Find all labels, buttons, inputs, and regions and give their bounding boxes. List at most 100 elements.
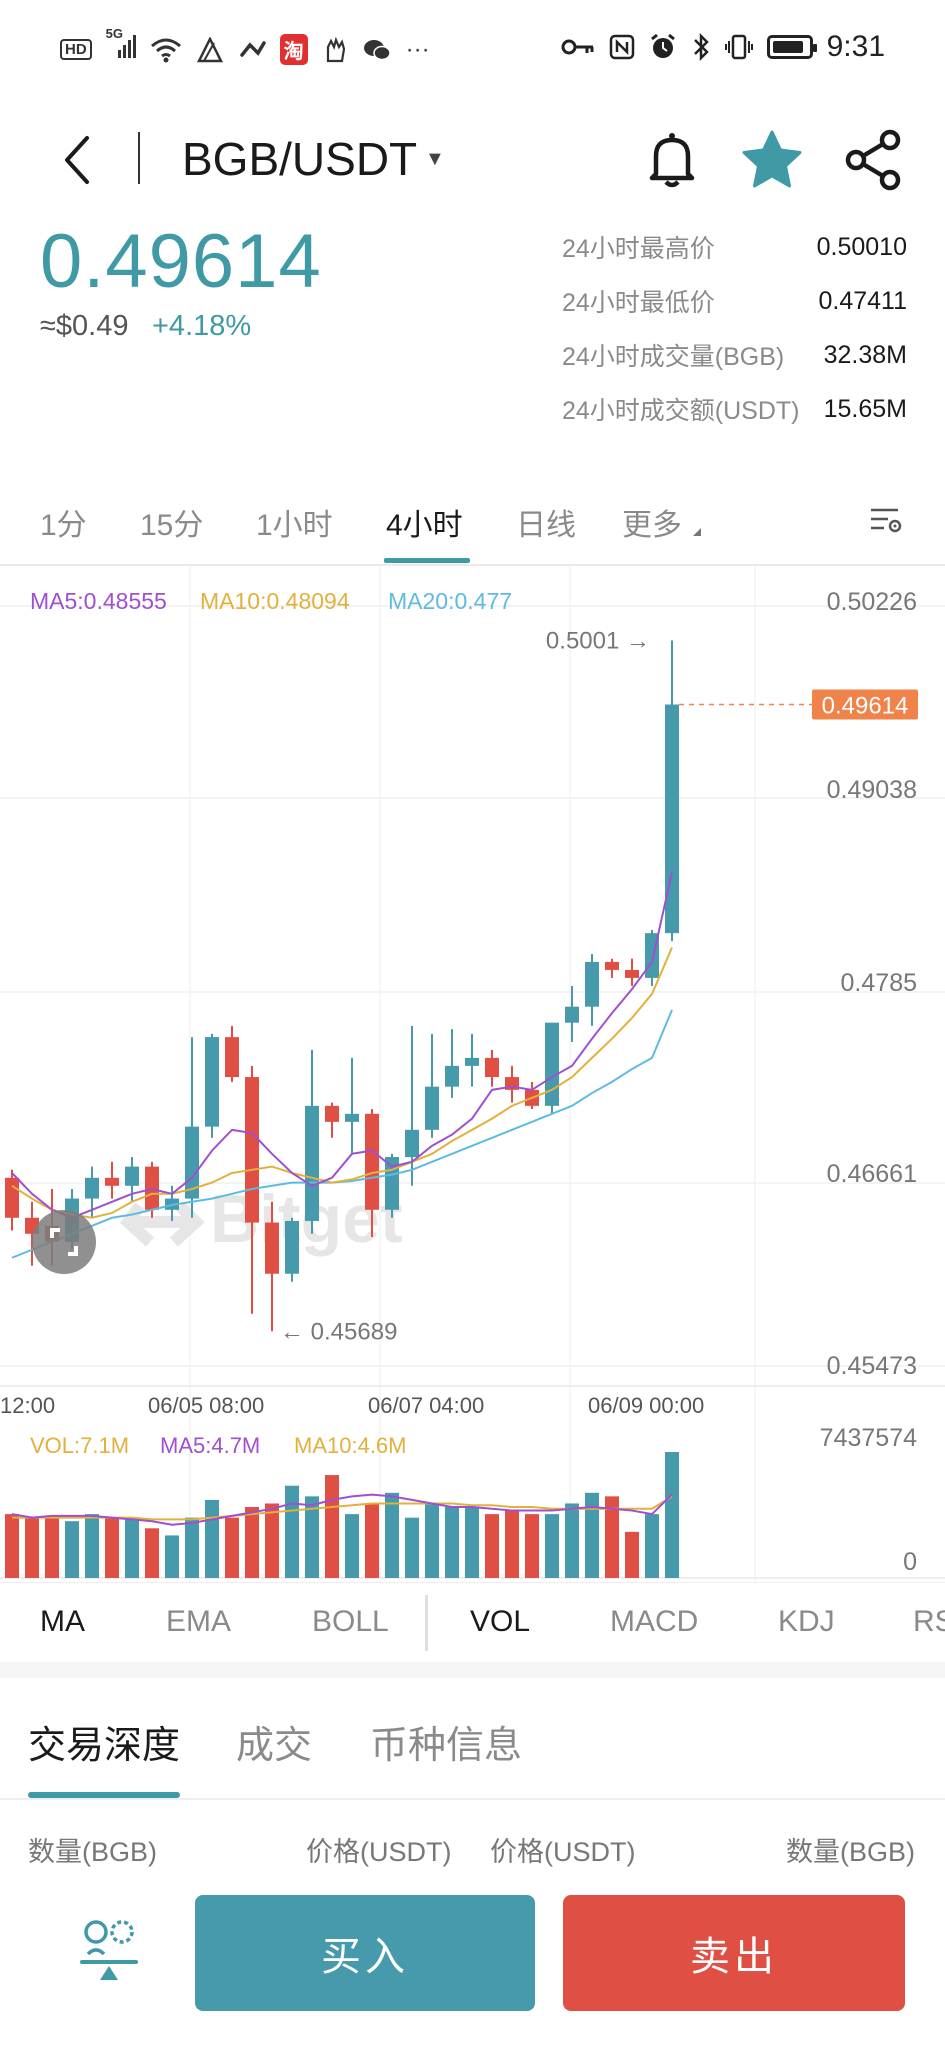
share-icon[interactable]: [842, 128, 906, 192]
candle-body: [405, 1129, 419, 1158]
bluetooth-icon: [693, 33, 709, 61]
hd-badge: HD: [60, 39, 92, 60]
stat-value: 15.65M: [823, 394, 907, 423]
candle-body: [265, 1222, 279, 1274]
volume-bar: [445, 1507, 459, 1578]
volume-bar: [225, 1517, 239, 1578]
price-tick: 0.49038: [826, 776, 917, 804]
ind-ema[interactable]: EMA: [166, 1605, 232, 1638]
ma5-line: [11, 872, 673, 1219]
signal-icon: 5G: [106, 26, 136, 65]
wifi-icon: [150, 38, 181, 62]
volume-bar: [665, 1451, 679, 1578]
volume-bar: [345, 1514, 359, 1578]
stat-low: 24小时最低价 0.47411: [562, 274, 907, 328]
indicator-separator: [425, 1595, 428, 1651]
fullscreen-icon[interactable]: [30, 1208, 98, 1276]
volume-bar: [305, 1496, 319, 1578]
price-tick: 0.4785: [840, 969, 917, 997]
back-icon[interactable]: [55, 130, 105, 190]
tab-1d[interactable]: 日线: [516, 509, 576, 542]
vol-ma5-line: [11, 1493, 673, 1526]
last-price-tag-text: 0.49614: [822, 692, 909, 719]
volume-bar: [185, 1517, 199, 1578]
volume-bar: [165, 1535, 179, 1578]
bell-icon[interactable]: [640, 128, 704, 192]
candle-body: [205, 1037, 219, 1127]
volume-bar: [465, 1507, 479, 1578]
key-icon: [561, 39, 594, 55]
low-label: ← 0.45689: [280, 1318, 397, 1345]
candle-body: [605, 961, 619, 970]
tab-15m[interactable]: 15分: [140, 509, 204, 542]
ind-ma[interactable]: MA: [40, 1605, 85, 1638]
volume-bar: [205, 1499, 219, 1578]
chevron-down-icon[interactable]: ▼: [425, 148, 445, 170]
wechat-icon: [363, 39, 391, 60]
sell-button[interactable]: 卖出: [563, 1895, 905, 2011]
status-right: 9:31: [561, 30, 885, 64]
vol-ma5-legend: MA5:4.7M: [160, 1433, 261, 1458]
star-icon[interactable]: [740, 128, 804, 192]
volume-bar: [385, 1492, 399, 1578]
stats-panel: 24小时最高价 0.50010 24小时最低价 0.47411 24小时成交量(BG…: [562, 220, 907, 436]
volume-bar: [125, 1517, 139, 1578]
high-label: 0.5001 →: [546, 628, 650, 655]
pair-title[interactable]: BGB/USDT: [182, 133, 418, 185]
candle-body: [225, 1037, 239, 1078]
tab-4h[interactable]: 4小时: [386, 509, 463, 542]
ind-macd[interactable]: MACD: [610, 1605, 699, 1638]
ma10-line: [11, 947, 673, 1219]
stat-value: 32.38M: [823, 340, 907, 369]
candle-body: [425, 1086, 439, 1130]
link-icon: [239, 40, 266, 57]
indicator-tabs: MA EMA BOLL VOL MACD KDJ RS: [0, 1582, 945, 1662]
tab-1h[interactable]: 1小时: [256, 509, 333, 542]
volume-bar: [65, 1521, 79, 1578]
candle-body: [5, 1177, 19, 1218]
ind-rsi[interactable]: RS: [913, 1605, 945, 1638]
ind-boll[interactable]: BOLL: [312, 1605, 389, 1638]
candle-body: [445, 1065, 459, 1087]
status-left: HD 5G 淘 ···: [60, 26, 430, 65]
nfc-icon: [609, 34, 634, 60]
tab-indicator: [384, 558, 470, 563]
chart-settings-icon[interactable]: [868, 502, 904, 538]
col-bid-price: 价格(USDT): [306, 1837, 452, 1867]
tab-1m[interactable]: 1分: [40, 509, 87, 542]
volume-bar: [245, 1507, 259, 1578]
candle-body: [85, 1177, 99, 1199]
section-gap: [0, 1662, 945, 1678]
vol-tick-max: 7437574: [819, 1424, 917, 1452]
volume-bar: [485, 1514, 499, 1578]
volume-bar: [505, 1510, 519, 1578]
buy-button[interactable]: 买入: [195, 1895, 535, 2011]
status-bar: HD 5G 淘 ··· 9:31: [0, 0, 945, 110]
volume-bar: [405, 1517, 419, 1578]
volume-bar: [45, 1517, 59, 1578]
ma20-legend: MA20:0.477: [388, 588, 513, 614]
vol-tick-zero: 0: [903, 1548, 917, 1576]
tab-more[interactable]: 更多: [622, 509, 682, 542]
candle-body: [325, 1105, 339, 1122]
copy-trade-icon[interactable]: [78, 1918, 140, 1984]
tab-coin-info[interactable]: 币种信息: [370, 1725, 523, 1767]
stat-label: 24小时成交额(USDT): [562, 397, 800, 425]
ind-kdj[interactable]: KDJ: [778, 1605, 835, 1638]
candle-body: [345, 1113, 359, 1122]
ma10-legend: MA10:0.48094: [200, 588, 350, 614]
more-status-icon: ···: [405, 35, 430, 63]
interval-tabs: 1分 15分 1小时 4小时 日线 更多: [0, 490, 945, 566]
volume-bar: [565, 1503, 579, 1578]
last-price-tag: [812, 689, 918, 720]
glove-icon: [326, 36, 345, 62]
ind-vol[interactable]: VOL: [470, 1605, 531, 1638]
candle-body: [565, 1006, 579, 1023]
time-tick: 06/07 04:00: [368, 1393, 485, 1418]
tab-depth[interactable]: 交易深度: [28, 1725, 181, 1767]
candle-body: [465, 1057, 479, 1066]
header-divider: [138, 132, 140, 184]
tab-trades[interactable]: 成交: [236, 1725, 313, 1767]
